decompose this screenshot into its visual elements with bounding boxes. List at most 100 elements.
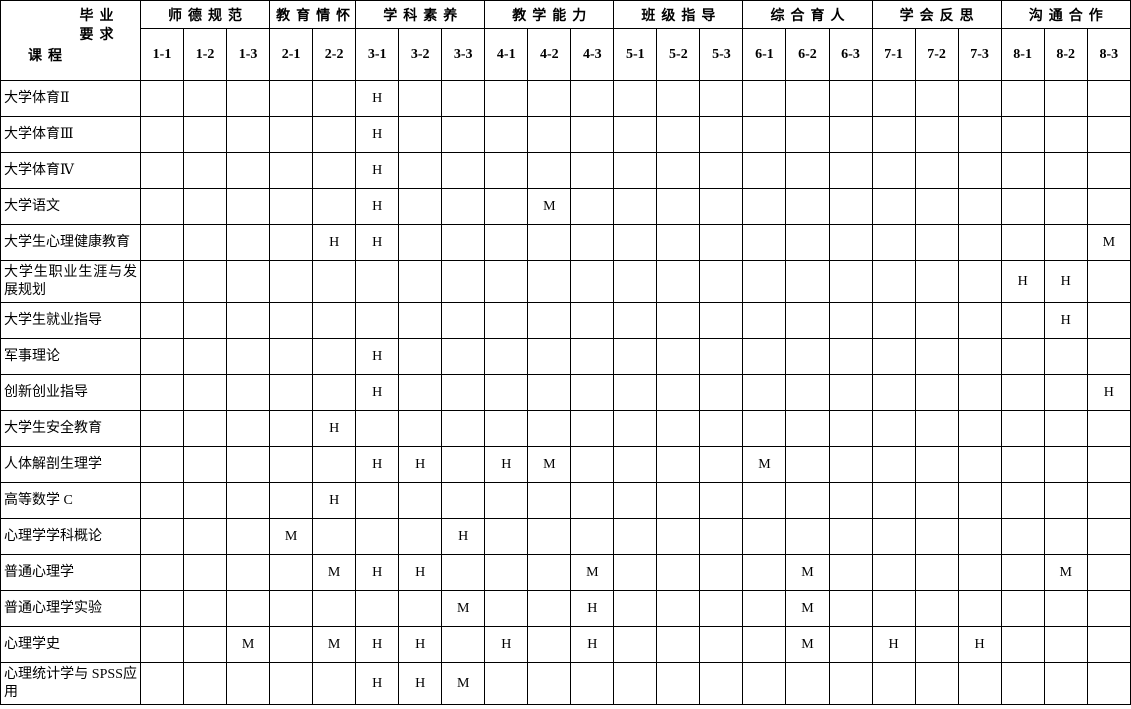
course-name-cell: 人体解剖生理学: [0, 446, 141, 483]
mark-cell: [226, 590, 271, 627]
mark-cell: [785, 260, 830, 303]
mark-cell: H: [355, 374, 400, 411]
mark-cell: [484, 224, 529, 261]
mark-cell: [656, 554, 701, 591]
mark-cell: [183, 116, 228, 153]
mark-cell: [1086, 626, 1131, 663]
mark-cell: H: [355, 446, 400, 483]
mark-cell: [1086, 410, 1131, 447]
mark-cell: [613, 626, 658, 663]
mark-cell: [139, 374, 185, 411]
mark-cell: M: [441, 662, 486, 705]
mark-cell: [828, 188, 873, 225]
mark-cell: [914, 590, 959, 627]
mark-cell: [914, 626, 959, 663]
mark-cell: [570, 374, 615, 411]
mark-cell: [139, 482, 185, 519]
mark-cell: [1000, 662, 1045, 705]
mark-cell: [226, 446, 271, 483]
mark-cell: [312, 590, 357, 627]
column-header-cell: 4-2: [527, 28, 572, 81]
mark-cell: [269, 590, 314, 627]
mark-cell: [527, 152, 572, 189]
mark-cell: H: [355, 80, 400, 117]
mark-cell: [957, 338, 1002, 375]
mark-cell: [613, 224, 658, 261]
mark-cell: [871, 662, 916, 705]
mark-cell: [828, 662, 873, 705]
mark-cell: H: [355, 662, 400, 705]
mark-cell: H: [1086, 374, 1131, 411]
mark-cell: [828, 374, 873, 411]
mark-cell: [613, 80, 658, 117]
mark-cell: [312, 518, 357, 555]
group-header-row: 毕业 要求 课程 师德规范 教育情怀 学科素养 教学能力 班级指导 综合育人 学会反思 沟通合…: [0, 0, 1131, 81]
mark-cell: [570, 482, 615, 519]
mark-cell: [183, 482, 228, 519]
mark-cell: [398, 590, 443, 627]
mark-cell: [312, 338, 357, 375]
mark-cell: [957, 518, 1002, 555]
mark-cell: [613, 188, 658, 225]
group-header-cell: 学科素养: [355, 0, 486, 29]
mark-cell: [656, 590, 701, 627]
mark-cell: H: [355, 224, 400, 261]
mark-cell: [957, 302, 1002, 339]
mark-cell: [1000, 374, 1045, 411]
mark-cell: [269, 554, 314, 591]
mark-cell: [484, 410, 529, 447]
mark-cell: [742, 518, 787, 555]
mark-cell: [828, 626, 873, 663]
mark-cell: [355, 518, 400, 555]
mark-cell: [613, 152, 658, 189]
column-header-cell: 5-2: [656, 28, 701, 81]
mark-cell: H: [355, 554, 400, 591]
course-row: 大学生职业生涯与发展规划 H H: [0, 260, 1131, 303]
course-name-cell: 大学语文: [0, 188, 141, 225]
mark-cell: [1000, 410, 1045, 447]
mark-cell: [183, 410, 228, 447]
column-header-cell: 4-3: [570, 28, 615, 81]
mark-cell: [785, 410, 830, 447]
mark-cell: [527, 374, 572, 411]
mark-cell: [699, 338, 744, 375]
column-header-cell: 2-2: [312, 28, 357, 81]
mark-cell: [957, 80, 1002, 117]
mark-cell: [1000, 518, 1045, 555]
mark-cell: [656, 224, 701, 261]
mark-cell: [269, 116, 314, 153]
mark-cell: [570, 518, 615, 555]
column-header-cell: 6-2: [785, 28, 830, 81]
mark-cell: [871, 482, 916, 519]
mark-cell: [742, 410, 787, 447]
mark-cell: [570, 338, 615, 375]
mark-cell: [226, 188, 271, 225]
column-header-cell: 7-3: [957, 28, 1002, 81]
mark-cell: [1086, 482, 1131, 519]
course-name-cell: 大学体育Ⅳ: [0, 152, 141, 189]
mark-cell: [226, 482, 271, 519]
mark-cell: [871, 410, 916, 447]
mark-cell: [441, 446, 486, 483]
mark-cell: [785, 152, 830, 189]
mark-cell: [871, 518, 916, 555]
mark-cell: [613, 338, 658, 375]
mark-cell: [183, 662, 228, 705]
mark-cell: [484, 518, 529, 555]
mark-cell: [1000, 338, 1045, 375]
mark-cell: [398, 224, 443, 261]
mark-cell: [613, 374, 658, 411]
mark-cell: [785, 518, 830, 555]
mark-cell: [1043, 80, 1088, 117]
mark-cell: H: [398, 662, 443, 705]
corner-header-cell: 毕业 要求 课程: [0, 0, 141, 81]
mark-cell: [1043, 662, 1088, 705]
mark-cell: [785, 374, 830, 411]
mark-cell: [570, 260, 615, 303]
course-row: 大学生心理健康教育 H H M: [0, 224, 1131, 261]
mark-cell: [699, 554, 744, 591]
mark-cell: [613, 410, 658, 447]
mark-cell: [226, 518, 271, 555]
group-header-cell: 教育情怀: [269, 0, 357, 29]
